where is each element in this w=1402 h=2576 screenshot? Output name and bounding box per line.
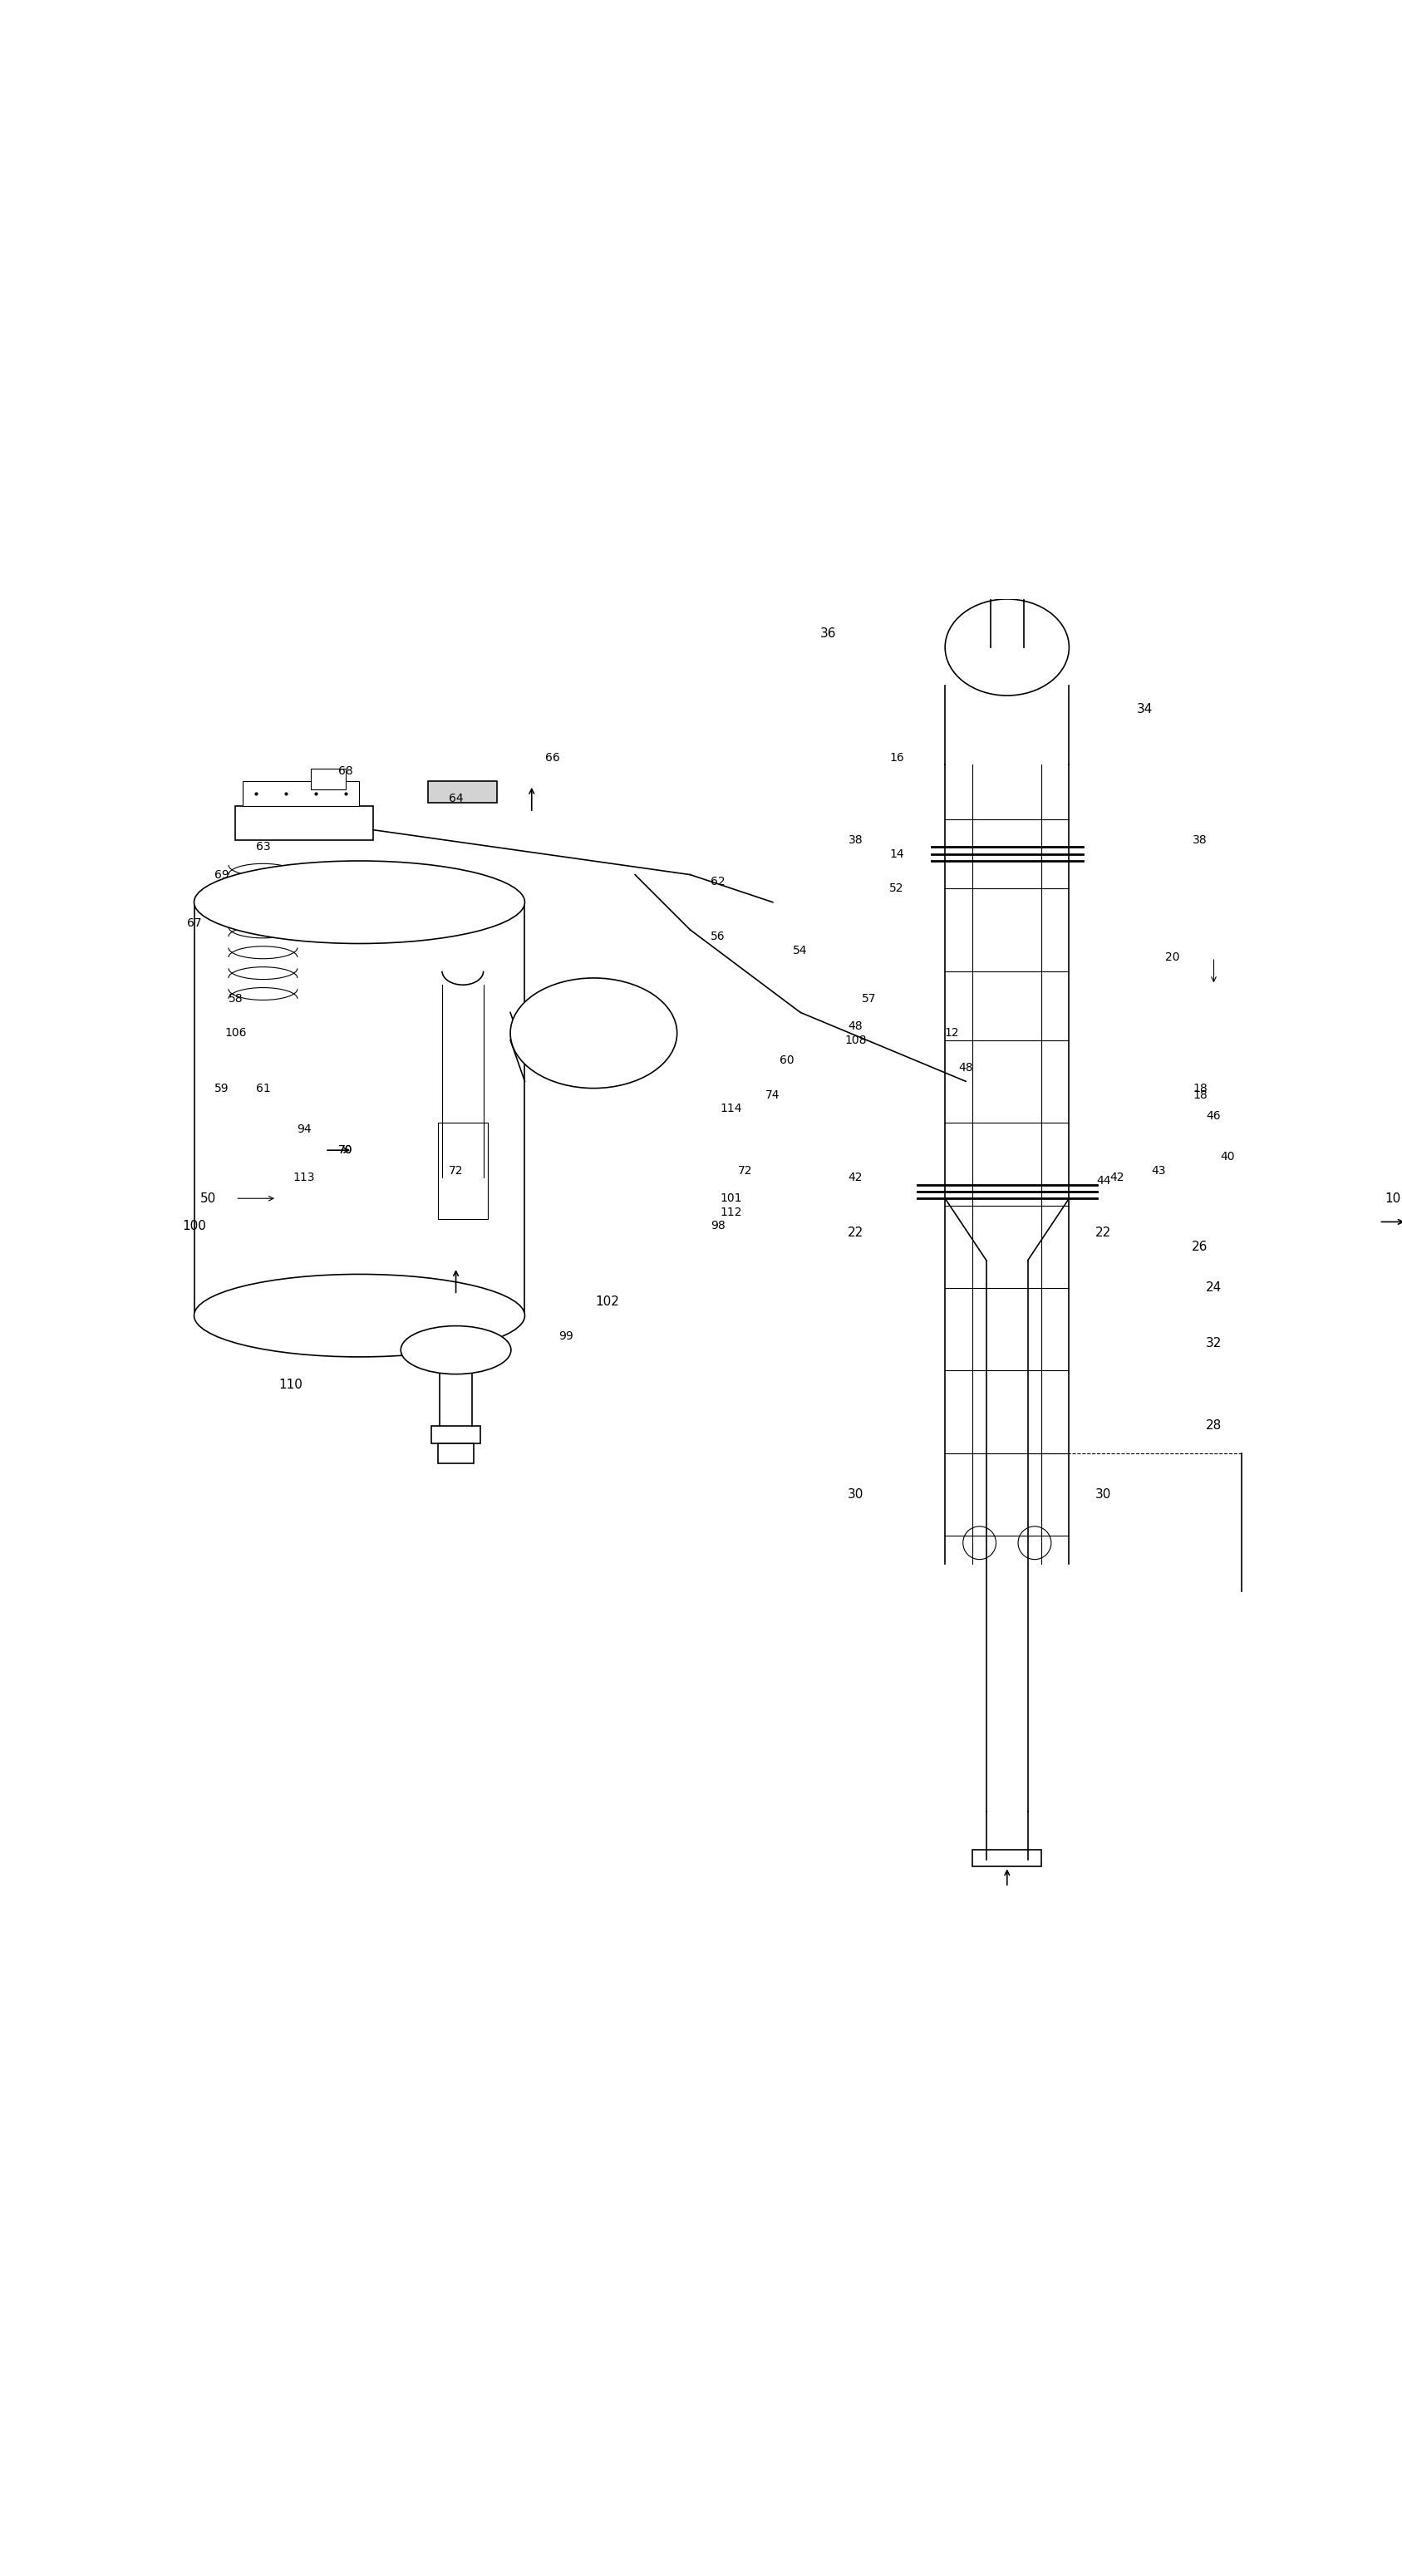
Text: 113: 113 — [293, 1172, 315, 1182]
Ellipse shape — [193, 860, 524, 943]
Text: 12: 12 — [945, 1028, 959, 1038]
Text: 101: 101 — [721, 1193, 743, 1203]
Text: 50: 50 — [200, 1193, 216, 1206]
Bar — [437, 1123, 488, 1218]
Bar — [430, 1425, 481, 1443]
Text: 67: 67 — [186, 917, 202, 930]
Text: 68: 68 — [338, 765, 353, 778]
Text: 42: 42 — [848, 1172, 862, 1182]
Text: 70: 70 — [338, 1144, 353, 1157]
Text: 43: 43 — [1151, 1164, 1166, 1177]
Text: 36: 36 — [820, 629, 836, 639]
Text: 94: 94 — [297, 1123, 311, 1136]
Text: 46: 46 — [1207, 1110, 1221, 1121]
Text: 61: 61 — [255, 1082, 271, 1095]
Text: 44: 44 — [1096, 1175, 1110, 1188]
Ellipse shape — [401, 1327, 510, 1373]
Text: 70: 70 — [338, 1144, 353, 1157]
Text: 14: 14 — [889, 848, 904, 860]
Text: 114: 114 — [721, 1103, 743, 1115]
Circle shape — [1018, 1528, 1052, 1558]
Text: 57: 57 — [862, 992, 876, 1005]
Text: 30: 30 — [847, 1489, 864, 1502]
Text: 22: 22 — [847, 1226, 864, 1239]
Text: 24: 24 — [1206, 1283, 1221, 1293]
Bar — [236, 806, 373, 840]
Text: 32: 32 — [1206, 1337, 1221, 1350]
Text: 72: 72 — [449, 1164, 463, 1177]
Text: 112: 112 — [721, 1206, 743, 1218]
Text: 30: 30 — [1095, 1489, 1112, 1502]
Text: 74: 74 — [765, 1090, 780, 1100]
Text: 54: 54 — [794, 945, 808, 956]
Text: 52: 52 — [889, 884, 904, 894]
Text: 42: 42 — [1110, 1172, 1124, 1182]
Text: 99: 99 — [559, 1329, 573, 1342]
Text: 18: 18 — [1193, 1090, 1207, 1100]
Bar — [429, 781, 498, 804]
Text: 34: 34 — [1137, 703, 1152, 716]
Text: 48: 48 — [959, 1061, 973, 1074]
Text: 69: 69 — [215, 868, 229, 881]
Text: 60: 60 — [780, 1054, 794, 1066]
Text: 64: 64 — [449, 793, 463, 804]
Bar — [311, 768, 346, 788]
Text: 20: 20 — [1165, 951, 1179, 963]
Text: 98: 98 — [711, 1221, 725, 1231]
Ellipse shape — [945, 600, 1070, 696]
Text: 66: 66 — [545, 752, 559, 762]
Bar — [973, 1850, 1042, 1868]
Text: 110: 110 — [279, 1378, 303, 1391]
Text: 56: 56 — [711, 930, 725, 943]
Text: 22: 22 — [1095, 1226, 1112, 1239]
Text: 38: 38 — [848, 835, 862, 845]
Ellipse shape — [193, 1275, 524, 1358]
Text: 58: 58 — [229, 992, 243, 1005]
Text: 100: 100 — [182, 1221, 206, 1231]
Text: 26: 26 — [1192, 1242, 1209, 1252]
Text: 106: 106 — [224, 1028, 247, 1038]
Circle shape — [963, 1528, 995, 1558]
Text: 38: 38 — [1193, 835, 1207, 845]
Text: 72: 72 — [737, 1164, 753, 1177]
Text: 48: 48 — [848, 1020, 862, 1033]
Text: 108: 108 — [844, 1033, 866, 1046]
Text: 28: 28 — [1206, 1419, 1221, 1432]
Ellipse shape — [510, 979, 677, 1087]
Text: 16: 16 — [889, 752, 904, 762]
Bar — [437, 1443, 474, 1463]
Text: 10: 10 — [1385, 1193, 1401, 1206]
Text: 40: 40 — [1220, 1151, 1235, 1162]
Text: 102: 102 — [596, 1296, 620, 1309]
Text: 18: 18 — [1193, 1082, 1207, 1095]
Text: 62: 62 — [711, 876, 725, 886]
Text: 59: 59 — [215, 1082, 229, 1095]
Text: 63: 63 — [255, 842, 271, 853]
Bar — [243, 781, 359, 806]
